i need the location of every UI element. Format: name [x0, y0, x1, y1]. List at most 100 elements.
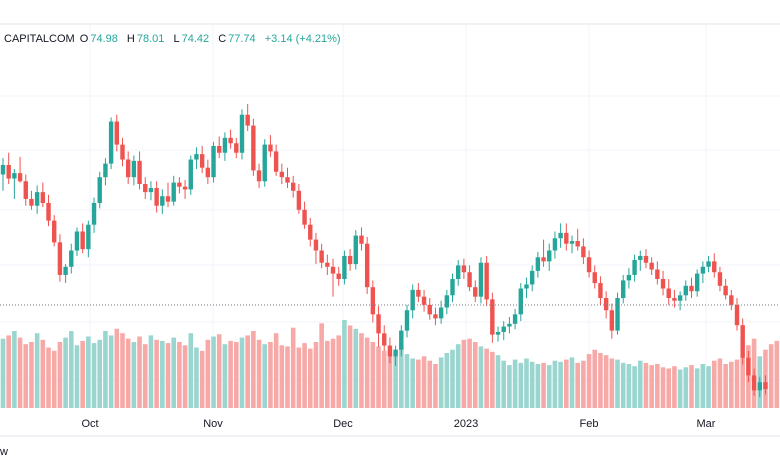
volume-bar — [199, 350, 205, 408]
volume-bar — [108, 335, 114, 408]
candle-body — [569, 241, 575, 244]
candle-body — [125, 159, 131, 178]
volume-bar — [381, 350, 387, 408]
volume-bar — [268, 342, 273, 408]
volume-bar — [620, 362, 626, 408]
volume-bar — [17, 337, 23, 408]
volume-bar — [729, 361, 734, 408]
candle-body — [296, 190, 302, 210]
volume-bar — [319, 323, 324, 408]
candle-body — [86, 224, 91, 250]
candle-body — [370, 287, 376, 315]
volume-bar — [677, 369, 683, 408]
candle-body — [575, 241, 580, 247]
volume-bar — [507, 365, 512, 408]
volume-bar — [330, 338, 336, 408]
symbol-label: CAPITALCOM — [4, 33, 75, 45]
volume-bar — [307, 348, 313, 408]
candle-body — [393, 349, 398, 357]
volume-bar — [472, 342, 478, 408]
candle-body — [382, 333, 387, 346]
candle-body — [404, 310, 410, 331]
candle-body — [211, 145, 216, 178]
volume-bar — [717, 358, 723, 408]
volume-bar — [535, 364, 541, 408]
candle-body — [564, 232, 569, 244]
volume-bar — [160, 340, 165, 408]
candle-body — [308, 224, 313, 240]
volume-bar — [444, 353, 450, 408]
open-label: O — [79, 33, 89, 45]
volume-bar — [490, 351, 495, 408]
candle-body — [165, 196, 171, 202]
candle-body — [171, 182, 176, 202]
candle-body — [91, 202, 97, 225]
candle-body — [234, 143, 239, 153]
volume-bar — [393, 356, 398, 408]
candle-body — [706, 261, 711, 267]
candle-body — [586, 257, 592, 273]
volume-bar — [97, 339, 103, 408]
candle-body — [114, 121, 119, 145]
candle-body — [751, 375, 757, 391]
candle-body — [495, 331, 501, 335]
volume-bar — [666, 368, 672, 408]
candle-body — [17, 173, 23, 182]
volume-bar — [575, 362, 580, 408]
volume-bar — [137, 336, 142, 408]
volume-bar — [6, 335, 11, 408]
candle-body — [46, 202, 51, 221]
candle-body — [399, 330, 404, 350]
volume-bar — [495, 355, 501, 408]
candle-body — [52, 220, 57, 243]
candle-body — [740, 325, 745, 358]
volume-bar — [125, 338, 131, 408]
volume-bar — [211, 336, 216, 408]
volume-bar — [706, 366, 711, 408]
volume-bar — [455, 344, 461, 408]
volume-bar — [552, 360, 558, 408]
volume-bar — [114, 328, 120, 408]
volume-bar — [347, 325, 353, 408]
ohlc-legend: CAPITALCOM O 74.98 H 78.01 L 74.42 C 77.74 +… — [4, 33, 343, 45]
x-tick-label: 2023 — [454, 418, 478, 430]
candle-body — [34, 192, 40, 206]
volume-bar — [194, 347, 199, 408]
candle-body — [160, 196, 165, 206]
volume-bar — [313, 342, 319, 408]
candle-body — [251, 125, 256, 171]
volume-bar — [683, 367, 689, 408]
volume-bar — [768, 344, 774, 408]
candle-body — [268, 144, 273, 152]
candle-body — [205, 167, 211, 178]
high-label: H — [126, 33, 135, 45]
volume-bar — [74, 345, 80, 408]
x-tick-label: Oct — [81, 418, 98, 430]
volume-bar — [655, 364, 660, 408]
candle-body — [581, 246, 586, 258]
candle-body — [450, 279, 455, 296]
candle-body — [12, 173, 17, 179]
candle-body — [182, 186, 188, 190]
candle-body — [694, 273, 700, 292]
volume-bar — [23, 344, 29, 408]
volume-bar — [723, 364, 728, 408]
candle-body — [199, 154, 205, 168]
close-label: C — [218, 33, 227, 45]
low-label: L — [173, 33, 180, 45]
volume-bar — [410, 358, 415, 408]
candle-body — [359, 235, 364, 244]
volume-bar — [660, 367, 666, 408]
candle-body — [347, 255, 353, 265]
volume-bar — [342, 320, 347, 408]
volume-bar — [91, 343, 97, 408]
volume-bar — [29, 342, 34, 408]
volume-bar — [632, 366, 637, 408]
candle-body — [336, 273, 341, 280]
candle-body — [672, 298, 677, 301]
volume-bar — [302, 343, 307, 408]
volume-bar — [177, 342, 182, 408]
volume-bar — [57, 342, 63, 408]
